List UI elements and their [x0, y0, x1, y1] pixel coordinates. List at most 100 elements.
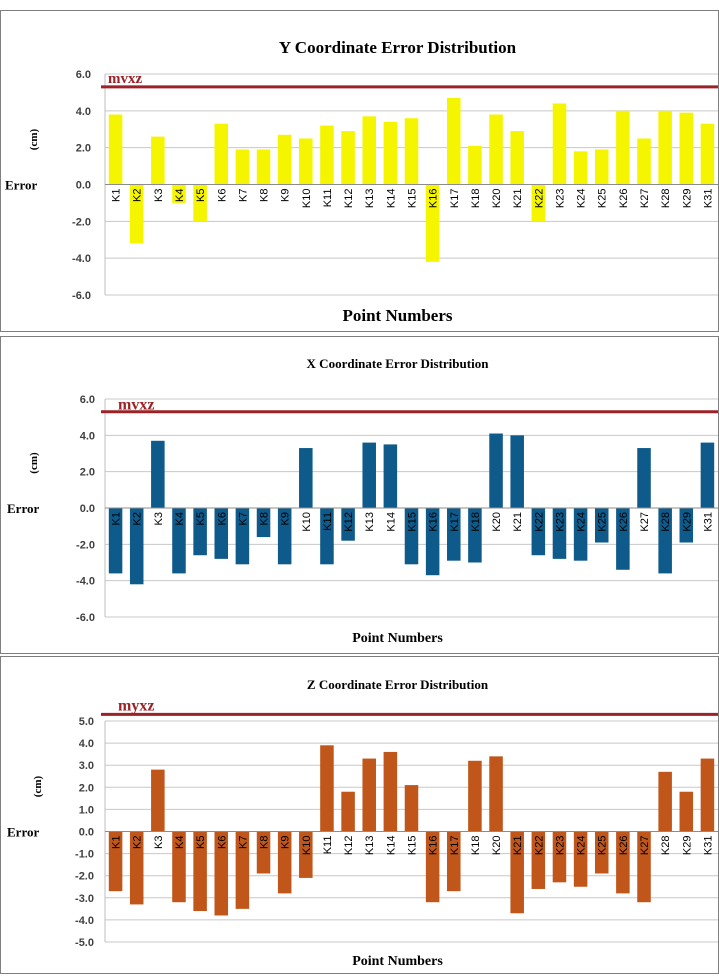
bar-k24: [573, 508, 588, 561]
y-tick-label: -2.0: [75, 871, 94, 883]
category-label: K20: [491, 512, 503, 532]
category-label: K20: [491, 836, 503, 856]
bar-k26: [616, 508, 630, 570]
bar-k5: [193, 184, 207, 222]
y-tick-label: 6.0: [76, 69, 91, 81]
bar-k1: [108, 508, 123, 574]
y-tick-label: 0.0: [80, 503, 95, 515]
bar-k31: [700, 758, 715, 832]
category-label: K22: [533, 836, 545, 856]
bar-k4: [172, 184, 186, 203]
reference-line-label: mvxz: [108, 71, 142, 87]
category-label: K29: [681, 512, 693, 532]
y-tick-label: 1.0: [79, 804, 94, 816]
category-label: K15: [407, 836, 419, 856]
bar-k7: [235, 831, 250, 909]
category-label: K29: [681, 189, 693, 209]
y-tick-label: -6.0: [76, 612, 95, 624]
bar-k8: [256, 831, 271, 874]
z-error-chart: Z Coordinate Error Distribution 5.0 4.0 3.0…: [7, 677, 718, 969]
bar-k20: [489, 756, 503, 832]
bar-k12: [341, 131, 355, 185]
y-axis-unit: (cm): [32, 775, 44, 797]
bar-k8: [256, 508, 271, 538]
bar-k3: [151, 136, 165, 185]
bar-k4: [172, 508, 186, 574]
chart-title: X Coordinate Error Distribution: [307, 356, 490, 371]
category-label: K29: [681, 836, 693, 856]
bar-k15: [404, 118, 419, 185]
bar-k13: [362, 116, 376, 185]
bar-k14: [383, 121, 398, 185]
bar-k17: [447, 508, 461, 561]
chart-title: Z Coordinate Error Distribution: [307, 677, 489, 692]
bar-k6: [214, 123, 229, 185]
category-label: K11: [322, 512, 334, 531]
category-label: K12: [343, 512, 355, 532]
category-label: K23: [554, 512, 566, 532]
bar-k13: [362, 442, 376, 508]
category-label: K3: [153, 189, 165, 202]
category-label: K1: [111, 189, 123, 202]
category-label: K18: [470, 189, 482, 209]
bar-k7: [235, 508, 250, 565]
reference-line-label: myxz: [118, 697, 154, 714]
category-label: K27: [639, 836, 651, 856]
bar-k11: [320, 125, 334, 185]
bar-k26: [616, 110, 630, 185]
category-label: K22: [533, 189, 545, 209]
bar-k18: [468, 508, 482, 563]
y-tick-label: -2.0: [76, 539, 95, 551]
bar-k10: [299, 448, 313, 508]
x-error-chart: X Coordinate Error Distribution 6.0 4.0 2.0…: [7, 356, 718, 646]
y-tick-label: -4.0: [72, 253, 91, 265]
category-label: K3: [153, 836, 165, 849]
y-tick-label: 5.0: [79, 716, 94, 728]
category-label: K9: [280, 189, 292, 202]
bar-k20: [489, 433, 503, 508]
bar-k5: [193, 508, 207, 556]
category-label: K13: [364, 836, 376, 856]
y-tick-label: -4.0: [76, 576, 95, 588]
y-tick-label: 4.0: [80, 430, 95, 442]
y-tick-label: 0.0: [79, 827, 94, 839]
bar-k5: [193, 831, 207, 912]
category-label: K25: [597, 189, 609, 209]
bar-k9: [277, 831, 292, 894]
category-label: K31: [702, 836, 714, 856]
y-tick-label: 3.0: [79, 760, 94, 772]
category-label: K26: [618, 836, 630, 856]
category-label: K14: [385, 836, 397, 856]
y-tick-label: -3.0: [75, 893, 94, 905]
category-label: K26: [618, 189, 630, 209]
category-label: K28: [660, 189, 672, 209]
y-tick-label: 2.0: [79, 782, 94, 794]
category-label: K7: [237, 836, 249, 849]
category-label: K6: [216, 512, 228, 525]
y-tick-label: 6.0: [80, 394, 95, 406]
category-label: K14: [385, 189, 397, 209]
category-label: K24: [576, 836, 588, 856]
category-label: K8: [259, 189, 271, 202]
category-label: K27: [639, 189, 651, 209]
bar-k14: [383, 751, 398, 832]
category-label: K7: [237, 189, 249, 202]
category-label: K28: [660, 836, 672, 856]
z-error-chart-panel: Z Coordinate Error Distribution 5.0 4.0 3.0…: [0, 656, 719, 974]
category-label: K16: [428, 189, 440, 209]
bar-k2: [129, 508, 144, 585]
bar-k31: [700, 123, 715, 185]
bar-k29: [679, 791, 694, 832]
bar-k12: [341, 508, 355, 541]
category-label: K4: [174, 836, 186, 849]
chart-title: Y Coordinate Error Distribution: [279, 38, 517, 57]
y-axis-label: Error: [7, 501, 39, 516]
bar-k11: [320, 745, 334, 832]
bar-k27: [637, 138, 651, 185]
bar-k28: [658, 771, 672, 832]
y-axis-label: Error: [5, 178, 37, 193]
bar-k14: [383, 444, 398, 508]
bar-k23: [552, 831, 567, 883]
category-label: K31: [702, 512, 714, 532]
y-error-chart: Y Coordinate Error Distribution 6.0 4.0 2.0…: [5, 38, 718, 325]
